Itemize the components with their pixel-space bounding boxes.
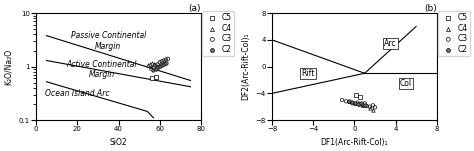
Point — [356, 95, 363, 98]
Point — [371, 106, 379, 109]
Text: Col: Col — [400, 79, 412, 88]
Point — [164, 58, 172, 60]
Point — [160, 63, 167, 65]
Point — [156, 65, 164, 67]
Point — [359, 104, 366, 107]
Point — [359, 103, 366, 106]
Text: (a): (a) — [188, 4, 201, 13]
Point — [354, 101, 361, 104]
Point — [366, 107, 374, 109]
X-axis label: DF1(Arc-Rift-Col)₁: DF1(Arc-Rift-Col)₁ — [320, 138, 388, 147]
Text: Passive Continental
Margin: Passive Continental Margin — [71, 31, 146, 51]
Point — [361, 102, 368, 104]
Point — [369, 104, 377, 107]
Point — [150, 67, 157, 69]
Point — [160, 59, 167, 62]
Point — [149, 62, 156, 65]
Text: (b): (b) — [424, 4, 437, 13]
Point — [145, 64, 152, 67]
Point — [152, 67, 159, 70]
Point — [346, 100, 353, 102]
Point — [366, 105, 374, 108]
Point — [149, 77, 156, 79]
Point — [369, 109, 377, 111]
Point — [355, 103, 362, 105]
Text: Rift: Rift — [301, 69, 315, 78]
Point — [361, 104, 368, 107]
Point — [154, 66, 161, 68]
Point — [352, 103, 359, 105]
Point — [152, 75, 159, 78]
Point — [150, 68, 157, 71]
Point — [348, 101, 356, 103]
Point — [158, 64, 165, 66]
X-axis label: SiO2: SiO2 — [109, 138, 128, 147]
Point — [342, 100, 350, 103]
Point — [359, 104, 366, 107]
Point — [152, 64, 159, 67]
Point — [162, 62, 170, 64]
Point — [363, 105, 371, 107]
Legend: C5, C4, C3, C2: C5, C4, C3, C2 — [202, 11, 234, 56]
Point — [147, 68, 155, 70]
Text: Ocean Island Arc: Ocean Island Arc — [45, 88, 109, 98]
Point — [154, 63, 161, 66]
Y-axis label: K₂O/Na₂O: K₂O/Na₂O — [4, 48, 13, 85]
Text: Arc: Arc — [384, 39, 397, 48]
Point — [151, 63, 158, 65]
Y-axis label: DF2(Arc-Rift-Col)₁: DF2(Arc-Rift-Col)₁ — [241, 33, 250, 100]
Point — [357, 102, 365, 104]
Point — [162, 58, 170, 61]
Point — [146, 63, 154, 66]
Legend: C5, C4, C3, C2: C5, C4, C3, C2 — [438, 11, 470, 56]
Point — [156, 61, 164, 64]
Point — [158, 60, 165, 63]
Point — [356, 103, 363, 106]
Point — [338, 99, 346, 101]
Point — [346, 101, 353, 103]
Point — [348, 102, 356, 104]
Point — [353, 93, 360, 96]
Text: Active Continental
Margin: Active Continental Margin — [67, 60, 137, 79]
Point — [352, 101, 359, 104]
